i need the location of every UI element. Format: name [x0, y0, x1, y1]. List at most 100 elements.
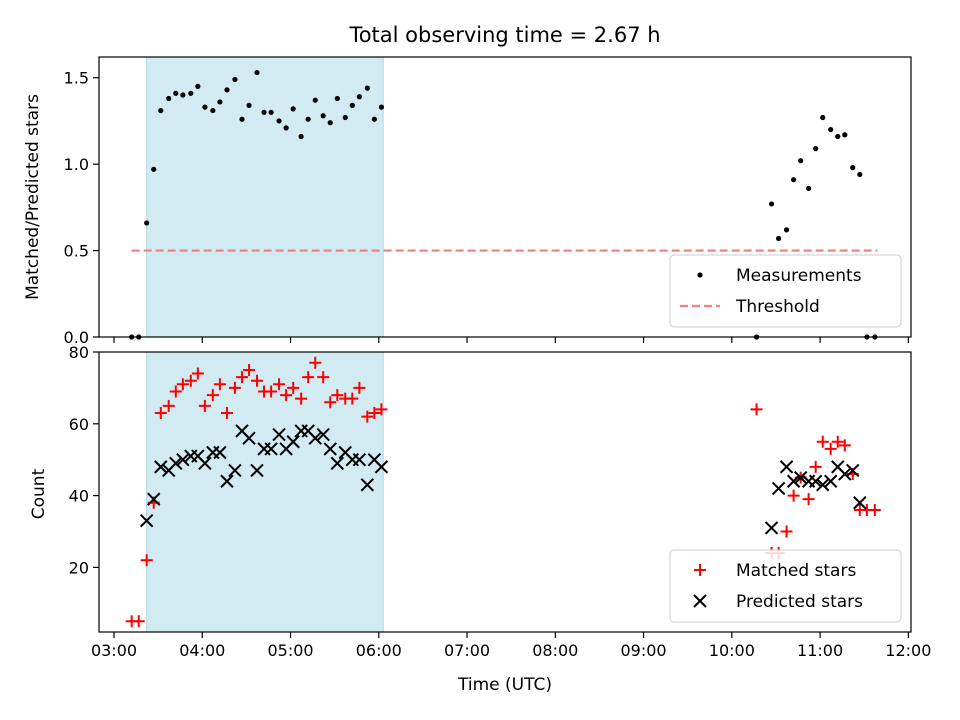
x-tick-label: 05:00: [267, 641, 313, 660]
measurement-point: [239, 116, 245, 122]
predicted-star-point: [316, 427, 330, 442]
x-tick-label: 10:00: [709, 641, 755, 660]
measurement-point: [798, 158, 804, 164]
matched-star-point: [250, 374, 263, 387]
measurement-point: [173, 90, 179, 96]
matched-star-point: [750, 403, 763, 416]
predicted-star-point: [264, 442, 278, 456]
matched-star-point: [140, 554, 153, 567]
measurement-point: [806, 185, 812, 191]
matched-star-point: [868, 503, 881, 516]
measurement-point: [783, 227, 790, 233]
legend-marker-measurements: [697, 272, 703, 278]
measurement-point: [195, 83, 201, 89]
measurement-point: [857, 171, 863, 178]
predicted-star-point: [330, 456, 345, 470]
matched-star-point: [309, 356, 322, 369]
measurement-point: [835, 133, 841, 140]
measurement-point: [210, 107, 216, 114]
measurement-point: [850, 165, 856, 171]
measurement-point: [276, 118, 282, 124]
matched-star-point: [780, 525, 793, 538]
predicted-star-point: [360, 478, 375, 492]
matched-star-point: [287, 381, 300, 394]
measurement-point: [305, 116, 311, 122]
predicted-star-point: [779, 460, 794, 474]
matched-star-point: [353, 381, 366, 394]
predicted-star-point: [838, 467, 852, 481]
y-tick-label: 1.5: [64, 69, 89, 88]
matched-star-point: [838, 439, 851, 452]
x-tick-label: 07:00: [444, 641, 490, 660]
x-tick-label: 03:00: [91, 641, 137, 660]
predicted-star-point: [352, 452, 367, 467]
measurement-point: [820, 114, 826, 121]
matched-star-point: [295, 392, 308, 405]
matched-star-point: [213, 378, 226, 391]
y-tick-label: 60: [69, 415, 89, 434]
legend-label: Matched stars: [736, 561, 856, 581]
measurement-point: [768, 201, 775, 207]
predicted-star-point: [169, 456, 183, 470]
legend: Matched stars Predicted stars: [669, 549, 902, 623]
y-tick-label: 0.0: [64, 328, 89, 347]
matched-star-point: [331, 389, 344, 402]
measurement-point: [371, 116, 377, 122]
matched-star-point: [265, 385, 278, 398]
predicted-star-point: [198, 456, 212, 470]
predicted-star-point: [176, 452, 190, 467]
predicted-star-point: [250, 463, 264, 478]
matched-star-point: [228, 381, 241, 394]
panel-2: 20 40 60 80 03:00 04:00 05:00 06:00 07:00 08:00 09…: [69, 343, 932, 660]
measurement-point: [342, 114, 348, 121]
matched-star-point: [809, 460, 822, 473]
measurement-point: [320, 113, 326, 119]
measurement-point: [166, 95, 172, 102]
observing-window-span: [146, 56, 384, 338]
chart-title: Total observing time = 2.67 h: [348, 23, 660, 47]
matched-star-point: [317, 371, 330, 384]
measurement-point: [224, 87, 230, 93]
matched-star-point: [220, 407, 233, 420]
matched-star-point: [162, 399, 175, 412]
measurement-point: [151, 166, 157, 172]
measurement-point: [298, 133, 304, 140]
measurement-point: [356, 94, 362, 100]
matched-star-point: [280, 389, 293, 402]
series-dot: [129, 69, 878, 340]
legend-marker-predicted: [693, 594, 707, 608]
matched-star-point: [346, 392, 359, 405]
matched-star-point: [176, 378, 189, 391]
predicted-star-point: [808, 474, 823, 488]
measurement-point: [268, 109, 274, 115]
measurement-point: [364, 85, 370, 91]
measurement-point: [261, 109, 267, 115]
predicted-star-point: [286, 435, 300, 449]
predicted-star-point: [764, 521, 779, 535]
measurement-point: [158, 107, 164, 114]
predicted-star-point: [823, 474, 838, 488]
predicted-star-point: [816, 478, 830, 492]
matched-star-point: [198, 399, 211, 412]
predicted-star-point: [846, 463, 860, 478]
x-tick-label: 12:00: [885, 641, 931, 660]
legend-label: Predicted stars: [736, 592, 863, 612]
measurement-point: [378, 104, 385, 110]
predicted-star-point: [242, 431, 256, 445]
legend-box: [669, 549, 902, 623]
x-tick-label: 11:00: [797, 641, 843, 660]
measurement-point: [828, 126, 834, 133]
measurement-point: [180, 92, 186, 98]
axes-frame: [98, 351, 912, 633]
panel-1: 0.0 0.5 1.0 1.5 Measurements Threshold: [64, 56, 912, 347]
matched-star-point: [206, 389, 219, 402]
matched-star-point: [184, 374, 197, 387]
measurement-point: [813, 146, 819, 152]
series-plus: [125, 356, 881, 628]
matched-star-point: [824, 442, 837, 455]
predicted-star-point: [786, 474, 801, 488]
measurement-point: [144, 220, 150, 226]
matched-star-point: [132, 615, 145, 628]
predicted-star-point: [220, 474, 234, 488]
